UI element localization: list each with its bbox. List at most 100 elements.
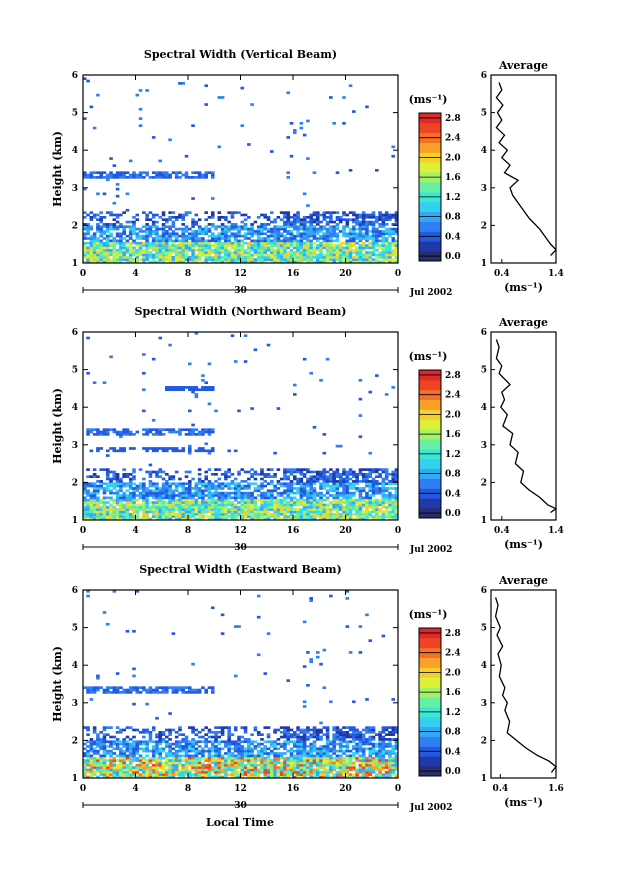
heatmap-cell bbox=[105, 688, 110, 692]
heatmap-cell bbox=[128, 159, 133, 163]
heatmap-cell bbox=[112, 590, 117, 593]
heatmap-cell bbox=[220, 503, 225, 507]
heatmap-cell bbox=[283, 761, 287, 765]
heatmap-cell bbox=[158, 159, 163, 163]
heatmap-cell bbox=[319, 473, 323, 476]
heatmap-cell bbox=[247, 246, 251, 250]
heatmap-cell bbox=[293, 482, 297, 486]
heatmap-cell bbox=[263, 773, 268, 776]
heatmap-cell bbox=[119, 225, 123, 229]
heatmap-cell bbox=[273, 225, 277, 229]
heatmap-cell bbox=[151, 491, 156, 495]
heatmap-cell bbox=[243, 225, 248, 229]
heatmap-cell bbox=[233, 498, 238, 502]
heatmap-cell bbox=[204, 759, 208, 762]
heatmap-cell bbox=[207, 171, 212, 174]
heatmap-cell bbox=[158, 253, 163, 257]
heatmap-cell bbox=[92, 491, 97, 495]
heatmap-cell bbox=[243, 754, 248, 758]
heatmap-cell bbox=[283, 731, 287, 734]
heatmap-cell bbox=[388, 248, 392, 252]
heatmap-cell bbox=[361, 218, 366, 221]
heatmap-cell bbox=[132, 686, 136, 689]
heatmap-cell bbox=[342, 491, 346, 495]
heatmap-cell bbox=[233, 756, 238, 760]
heatmap-cell bbox=[355, 251, 359, 254]
heatmap-cell bbox=[342, 512, 346, 516]
heatmap-cell bbox=[270, 491, 274, 495]
heatmap-cell bbox=[230, 253, 235, 257]
heatmap-cell bbox=[227, 763, 231, 767]
heatmap-cell bbox=[99, 487, 103, 490]
heatmap-cell bbox=[165, 505, 169, 509]
heatmap-cell bbox=[384, 251, 389, 254]
heatmap-cell bbox=[296, 770, 300, 774]
heatmap-cell bbox=[184, 686, 189, 689]
heatmap-cell bbox=[371, 237, 376, 240]
heatmap-cell bbox=[375, 241, 379, 245]
heatmap-cell bbox=[348, 253, 353, 257]
heatmap-cell bbox=[338, 475, 343, 478]
heatmap-cell bbox=[142, 731, 146, 734]
heatmap-cell bbox=[240, 255, 245, 259]
heatmap-cell bbox=[302, 733, 307, 736]
heatmap-cell bbox=[365, 480, 369, 483]
heatmap-cell bbox=[96, 213, 100, 217]
heatmap-cell bbox=[329, 227, 333, 231]
heatmap-cell bbox=[338, 482, 343, 486]
heatmap-cell bbox=[109, 447, 113, 450]
heatmap-cell bbox=[273, 752, 277, 755]
heatmap-cell bbox=[256, 225, 261, 229]
heatmap-cell bbox=[361, 480, 366, 483]
heatmap-cell bbox=[99, 738, 103, 741]
heatmap-cell bbox=[194, 512, 199, 516]
heatmap-cell bbox=[155, 745, 159, 748]
heatmap-cell bbox=[119, 487, 123, 490]
heatmap-cell bbox=[89, 449, 94, 453]
heatmap-cell bbox=[237, 260, 241, 264]
heatmap-cell bbox=[165, 775, 169, 779]
heatmap-cell bbox=[92, 171, 97, 174]
heatmap-cell bbox=[168, 386, 172, 389]
heatmap-cell bbox=[260, 239, 264, 243]
heatmap-cell bbox=[381, 213, 386, 217]
heatmap-cell bbox=[283, 515, 287, 518]
heatmap-cell bbox=[293, 129, 297, 132]
heatmap-cell bbox=[247, 216, 251, 219]
heatmap-cell bbox=[352, 251, 356, 254]
heatmap-cell bbox=[142, 253, 146, 257]
heatmap-cell bbox=[345, 260, 350, 264]
heatmap-cell bbox=[214, 468, 218, 471]
heatmap-cell bbox=[142, 489, 146, 493]
heatmap-cell bbox=[279, 775, 284, 779]
heatmap-cell bbox=[293, 213, 297, 217]
heatmap-cell bbox=[158, 761, 163, 765]
heatmap-cell bbox=[105, 691, 110, 694]
heatmap-cell bbox=[132, 688, 136, 692]
heatmap-cell bbox=[250, 473, 254, 476]
heatmap-cell bbox=[132, 468, 136, 471]
heatmap-cell bbox=[138, 176, 143, 179]
heatmap-cell bbox=[237, 766, 241, 769]
heatmap-cell bbox=[361, 489, 366, 493]
heatmap-cell bbox=[325, 258, 330, 261]
heatmap-cell bbox=[322, 512, 327, 516]
heatmap-cell bbox=[233, 241, 238, 245]
heatmap-cell bbox=[289, 763, 294, 767]
heatmap-cell bbox=[289, 501, 294, 504]
heatmap-cell bbox=[325, 512, 330, 516]
heatmap-cell bbox=[109, 213, 113, 217]
heatmap-cell bbox=[263, 255, 268, 259]
heatmap-cell bbox=[250, 475, 254, 478]
heatmap-cell bbox=[168, 733, 172, 736]
heatmap-cell bbox=[109, 491, 113, 495]
heatmap-cell bbox=[289, 761, 294, 765]
heatmap-cell bbox=[194, 691, 199, 694]
x-tick-label: 20 bbox=[339, 526, 352, 536]
heatmap-cell bbox=[178, 740, 182, 744]
heatmap-cell bbox=[112, 768, 117, 772]
heatmap-cell bbox=[384, 482, 389, 486]
heatmap-cell bbox=[296, 218, 300, 221]
heatmap-cell bbox=[237, 775, 241, 779]
heatmap-cell bbox=[92, 501, 97, 504]
